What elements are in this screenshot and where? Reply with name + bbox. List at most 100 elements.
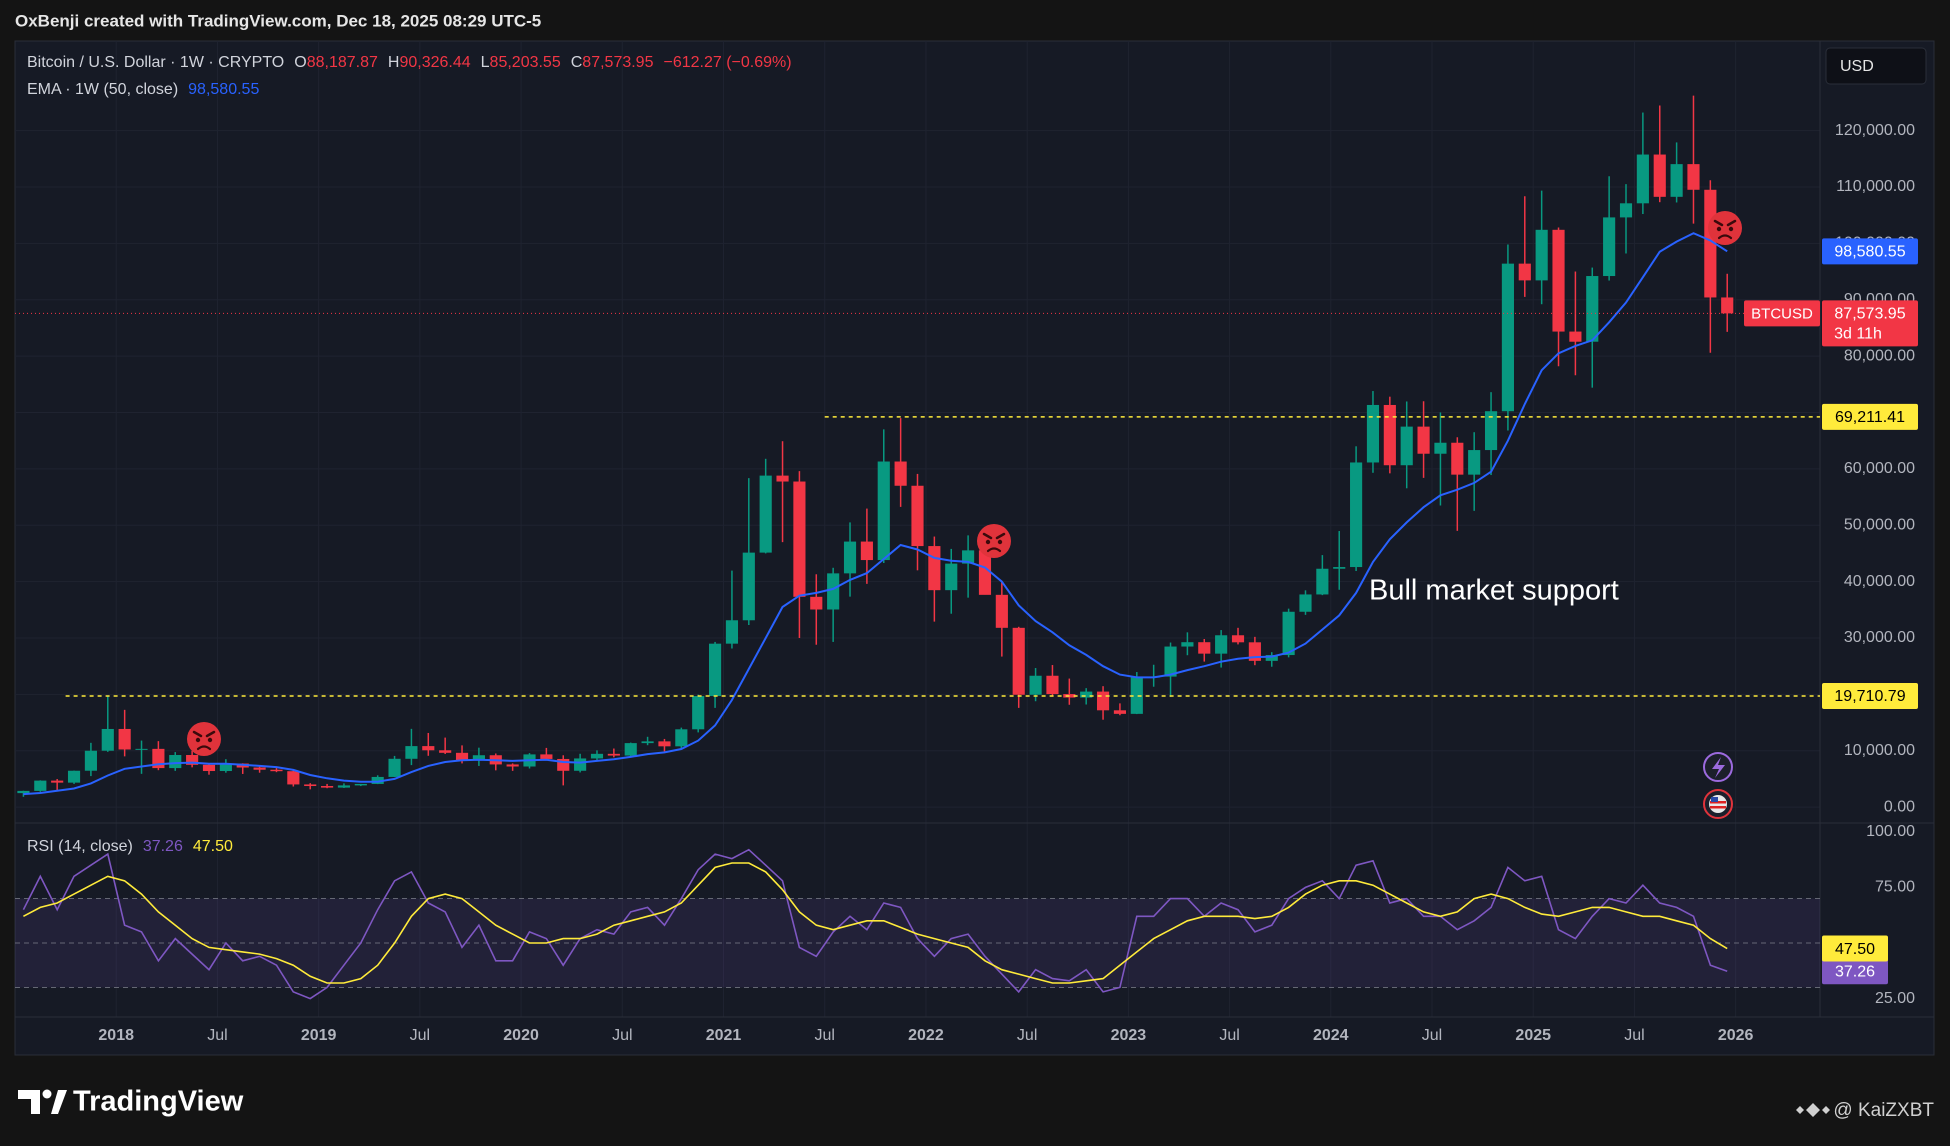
candle-body [1468,450,1481,475]
candle-body [557,758,570,771]
candle-body [742,552,755,621]
candle-body [810,596,823,610]
candle-body [1636,154,1649,204]
candle-body [67,770,81,783]
candle-body [337,785,351,788]
candle-body [1417,426,1430,454]
x-tick-label: 2019 [301,1027,337,1044]
candle-body [1535,229,1548,281]
candle-body [34,780,47,791]
candle-body [1434,442,1447,454]
candle-body [995,594,1008,628]
header: OxBenji created with TradingView.com, De… [15,11,541,30]
ema-tag-label: 98,580.55 [1834,244,1905,261]
legend-value: 85,203.55 [490,54,561,71]
x-tick-label: 2023 [1111,1027,1147,1044]
x-tick-label: Jul [1017,1027,1037,1044]
x-tick-label: 2025 [1515,1027,1551,1044]
candle-body [253,767,266,770]
price-tag [1822,300,1918,347]
candle-body [1164,646,1177,677]
legend-key: H [388,54,400,71]
y-tick-label: 60,000.00 [1844,460,1915,477]
candle-body [1046,675,1059,695]
rsi-tick-label: 75.00 [1875,879,1915,896]
emoji-icon [187,722,221,756]
candle-body [607,753,620,756]
candle-body [877,461,890,561]
candle-body [1383,404,1396,466]
candle-body [455,752,469,761]
candle-body [1080,691,1093,698]
candle-body [962,550,975,564]
candle-body [658,741,671,747]
candle-body [1231,635,1245,643]
flag-canton [1711,797,1718,802]
logo-mark [18,1090,40,1114]
candle-body [1029,675,1042,695]
candle-body [776,475,789,482]
x-tick-label: Jul [814,1027,834,1044]
rsi-tag-label: 47.50 [1835,941,1875,958]
logo-dot [42,1089,52,1099]
watermark: @ KaiZXBT [1833,1100,1934,1121]
legend-value: 47.50 [193,838,233,855]
logo-text[interactable]: TradingView [73,1086,244,1118]
candle-body [624,743,637,756]
annotation: Bull market support [1369,575,1619,607]
rsi-tag [1822,935,1888,962]
legend-key: C [571,54,583,71]
x-tick-label: 2018 [98,1027,134,1044]
candle-body [1299,594,1312,612]
candle-body [472,755,485,761]
emoji-eye [1716,226,1722,232]
legend-value: 87,573.95 [582,54,653,71]
candle-body [1282,611,1295,656]
currency-label[interactable]: USD [1840,58,1874,75]
rsi-tick-label: 100.00 [1866,823,1915,840]
emoji-icon [1708,211,1742,245]
x-tick-label: Jul [410,1027,430,1044]
candle-body [287,771,300,785]
candle-body [574,758,587,771]
data-layer [15,95,1820,1000]
ema-legend: EMA · 1W (50, close) 98,580.55 [27,81,259,98]
x-tick-label: Jul [207,1027,227,1044]
flag-stripe [1710,806,1726,809]
candles [17,95,1734,797]
currency-button[interactable] [1825,47,1927,85]
candle-body [1552,229,1565,332]
logo[interactable]: TradingView [18,1086,244,1118]
x-tick-label: Jul [1624,1027,1644,1044]
emoji-brow [982,532,1006,540]
emoji-brow [1713,219,1737,227]
event-bolt [1712,757,1725,778]
level-tag [1822,403,1918,430]
candle-body [17,790,30,794]
candle-body [506,764,519,767]
flag-stripe [1710,801,1726,804]
candle-body [793,481,806,597]
level-tag [1822,682,1918,709]
y-tick-label: 80,000.00 [1844,347,1915,364]
candle-body [590,753,604,759]
candle-body [1501,263,1514,412]
ema-tag [1822,238,1918,265]
candle-body [1181,642,1194,647]
rsi-lines [22,848,1728,1000]
emoji-eye [985,539,991,545]
legend-name: RSI (14, close) [27,838,133,855]
symbol-tag-label: BTCUSD [1751,305,1813,322]
candle-body [708,643,722,697]
emoji-brow [192,730,216,738]
candle-body [1350,462,1363,568]
candle-body [843,541,857,574]
watermark-icon [1796,1103,1830,1117]
candle-body [304,784,317,787]
rsi-legend: RSI (14, close) 37.26 47.50 [27,838,233,855]
candle-body [405,746,418,759]
level-tag-label: 69,211.41 [1835,409,1905,426]
x-tick-label: 2022 [908,1027,944,1044]
legend-key: O [294,54,306,71]
candle-body [725,620,739,644]
